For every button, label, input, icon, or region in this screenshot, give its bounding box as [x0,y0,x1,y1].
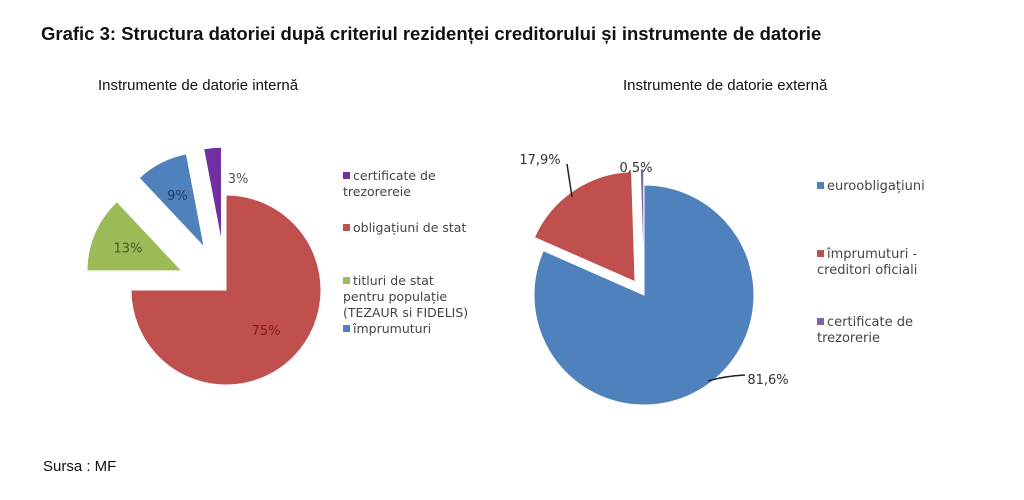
pie-slice [86,200,184,272]
leader-line [707,374,746,382]
legend-item: împrumuturi [343,321,473,337]
figure-title: Grafic 3: Structura datoriei după criter… [41,23,822,44]
source-note: Sursa : MF [43,458,117,475]
pie-slice [533,184,755,406]
data-label: 17,9% [519,153,560,168]
legend-item: împrumuturi - creditori oficiali [817,247,947,279]
legend-label: euroobligațiuni [827,179,925,194]
legend-internal: certificate de trezorereie obligațiuni d… [343,168,473,337]
legend-item: euroobligațiuni [817,179,947,195]
legend-label: obligațiuni de stat [353,220,467,235]
pie-slice [138,153,206,249]
data-label: 0,5% [619,161,652,176]
pie-slice [203,146,222,243]
data-label: 9% [167,189,188,204]
data-label: 3% [228,172,249,187]
legend-swatch [343,277,350,284]
legend-label: împrumuturi [353,321,432,336]
chart-title-internal: Instrumente de datorie internă [98,77,299,94]
legend-swatch [343,224,350,231]
legend-label: titluri de stat pentru populație (TEZAUR… [343,273,469,320]
legend-swatch [817,182,824,189]
legend-item: obligațiuni de stat [343,220,473,236]
leader-line [566,163,573,198]
legend-swatch [343,325,350,332]
legend-external: euroobligațiuni împrumuturi - creditori … [817,179,947,347]
pie-slice [130,194,322,386]
pie-slice [639,168,645,280]
legend-swatch [343,172,350,179]
legend-swatch [817,250,824,257]
data-label: 13% [113,242,142,257]
legend-item: certificate de trezorereie [343,168,473,200]
chart-title-external: Instrumente de datorie externă [623,77,828,94]
legend-label: împrumuturi - creditori oficiali [817,247,918,278]
legend-item: titluri de stat pentru populație (TEZAUR… [343,273,473,321]
legend-label: certificate de trezorerie [817,315,913,346]
legend-label: certificate de trezorereie [343,168,436,199]
pie-slice [533,171,636,283]
legend-swatch [817,318,824,325]
legend-item: certificate de trezorerie [817,315,947,347]
data-label: 75% [252,324,281,339]
data-label: 81,6% [747,373,788,388]
